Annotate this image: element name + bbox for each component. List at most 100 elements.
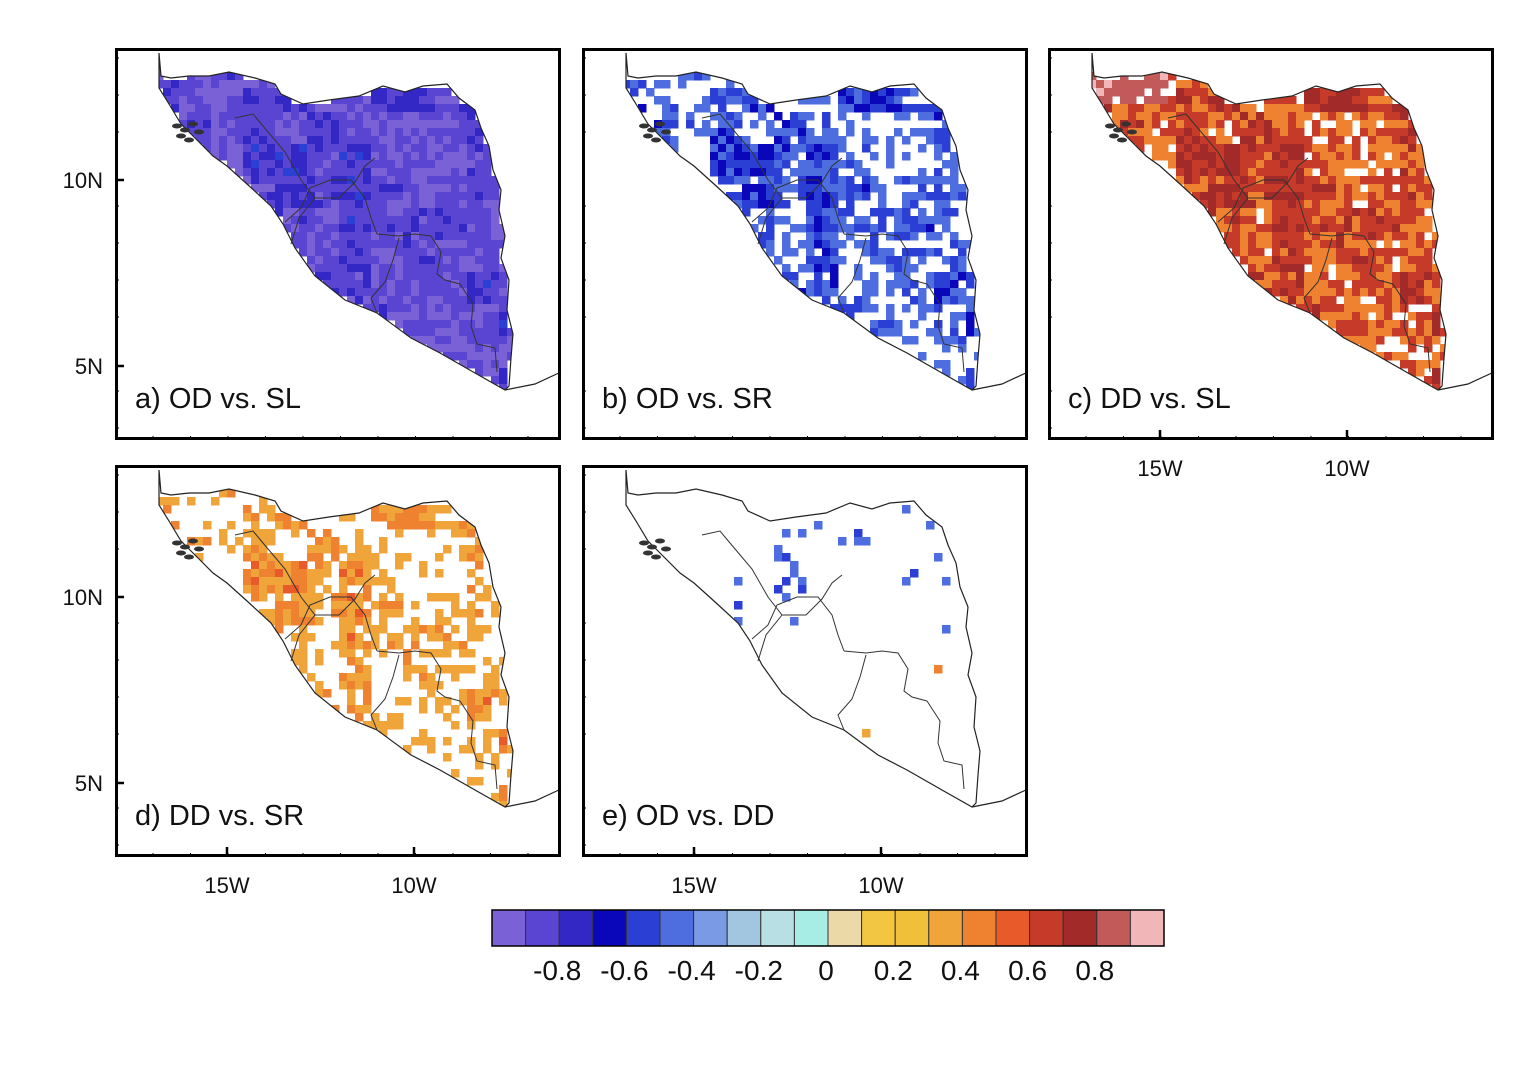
field-cell xyxy=(782,184,791,193)
field-cell xyxy=(1336,160,1345,169)
field-cell xyxy=(371,264,380,273)
field-cell xyxy=(467,689,476,698)
field-cell xyxy=(195,553,204,562)
field-cell xyxy=(774,128,783,137)
field-cell xyxy=(475,553,484,562)
field-cell xyxy=(1352,248,1361,257)
field-cell xyxy=(742,88,751,97)
field-cell xyxy=(435,136,444,145)
field-cell xyxy=(475,705,484,714)
field-cell xyxy=(918,248,927,257)
field-cell xyxy=(726,176,735,185)
field-cell xyxy=(395,288,404,297)
field-cell xyxy=(1248,104,1257,113)
field-cell xyxy=(379,288,388,297)
field-cell xyxy=(283,521,292,530)
field-cell xyxy=(443,104,452,113)
field-cell xyxy=(395,593,404,602)
field-cell xyxy=(475,248,484,257)
field-cell xyxy=(243,529,252,538)
field-cell xyxy=(219,120,228,129)
field-cell xyxy=(902,577,911,586)
field-cell xyxy=(475,144,484,153)
field-cell xyxy=(1272,288,1281,297)
field-cell xyxy=(475,753,484,762)
field-cell xyxy=(894,216,903,225)
field-cell xyxy=(187,80,196,89)
field-cell xyxy=(379,112,388,121)
field-cell xyxy=(435,344,444,353)
field-cell xyxy=(1264,272,1273,281)
field-cell xyxy=(1104,96,1113,105)
field-cell xyxy=(1272,184,1281,193)
field-cell xyxy=(1184,176,1193,185)
field-cell xyxy=(886,288,895,297)
field-cell xyxy=(1376,96,1385,105)
field-cell xyxy=(275,160,284,169)
field-cell xyxy=(227,144,236,153)
field-cell xyxy=(846,104,855,113)
field-cell xyxy=(411,184,420,193)
field-cell xyxy=(870,272,879,281)
field-cell xyxy=(1280,272,1289,281)
field-cell xyxy=(1416,216,1425,225)
field-cell xyxy=(227,128,236,137)
field-cell xyxy=(443,545,452,554)
field-cell xyxy=(427,505,436,514)
field-cell xyxy=(1240,192,1249,201)
field-cell xyxy=(718,136,727,145)
field-cell xyxy=(1400,304,1409,313)
field-cell xyxy=(1208,88,1217,97)
field-cell xyxy=(467,665,476,674)
field-cell xyxy=(419,200,428,209)
field-cell xyxy=(459,641,468,650)
field-cell xyxy=(291,529,300,538)
field-cell xyxy=(403,192,412,201)
field-cell xyxy=(475,320,484,329)
field-cell xyxy=(307,200,316,209)
field-cell xyxy=(1416,264,1425,273)
field-cell xyxy=(451,208,460,217)
field-cell xyxy=(1392,232,1401,241)
colorbar-tick-label: -0.6 xyxy=(600,955,648,986)
field-cell xyxy=(838,240,847,249)
field-cell xyxy=(1376,112,1385,121)
field-cell xyxy=(427,593,436,602)
field-cell xyxy=(1424,224,1433,233)
field-cell xyxy=(806,216,815,225)
field-cell xyxy=(806,288,815,297)
field-cell xyxy=(459,208,468,217)
field-cell xyxy=(371,505,380,514)
field-cell xyxy=(259,609,268,618)
field-cell xyxy=(427,264,436,273)
field-cell xyxy=(379,216,388,225)
field-cell xyxy=(371,625,380,634)
country-border xyxy=(843,233,928,285)
field-cell xyxy=(1400,120,1409,129)
field-cell xyxy=(411,232,420,241)
field-cell xyxy=(291,136,300,145)
field-cell xyxy=(926,224,935,233)
field-cell xyxy=(1280,200,1289,209)
field-cell xyxy=(886,96,895,105)
field-cell xyxy=(1320,296,1329,305)
field-cell xyxy=(387,577,396,586)
field-cell xyxy=(918,184,927,193)
field-cell xyxy=(467,296,476,305)
field-cell xyxy=(299,168,308,177)
field-cell xyxy=(451,593,460,602)
field-cell xyxy=(1256,256,1265,265)
field-cell xyxy=(846,224,855,233)
field-cell xyxy=(483,152,492,161)
field-cell xyxy=(1288,264,1297,273)
field-cell xyxy=(878,96,887,105)
field-cell xyxy=(451,665,460,674)
colorbar-swatch xyxy=(861,909,896,947)
field-cell xyxy=(894,320,903,329)
field-cell xyxy=(1136,88,1145,97)
field-cell xyxy=(1160,80,1169,89)
field-cell xyxy=(363,593,372,602)
field-cell xyxy=(878,256,887,265)
field-cell xyxy=(1192,88,1201,97)
